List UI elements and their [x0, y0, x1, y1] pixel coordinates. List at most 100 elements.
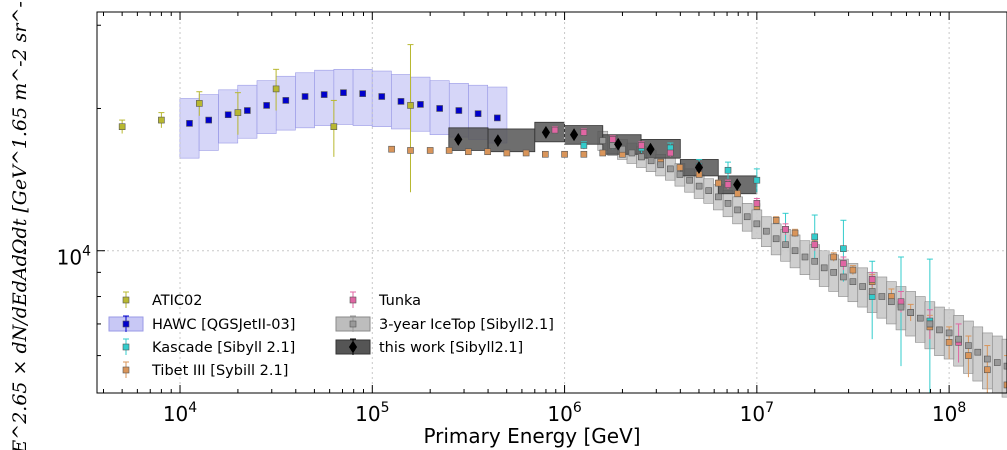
hawc-qgsjetii-03-band: [179, 98, 200, 159]
tunka-point: [782, 226, 789, 233]
tunka-point: [724, 181, 732, 188]
this-work-sibyll2-1-point: [694, 161, 704, 174]
3-year-icetop-sibyll2-1-point: [965, 342, 972, 349]
hawc-qgsjetii-03-band: [314, 69, 335, 126]
this-work-sibyll2-1-point: [733, 178, 742, 192]
hawc-qgsjetii-03-point: [340, 89, 347, 96]
3-year-icetop-sibyll2-1-point: [657, 161, 664, 169]
atic02-point: [407, 102, 414, 109]
3-year-icetop-sibyll2-1-point: [695, 182, 703, 190]
legend: ATIC02 HAWC [QGSJetII-03] Kascade [Sibyll …: [108, 291, 554, 379]
kascade-sibyll-2-1-legend-label: Kascade [Sibyll 2.1]: [152, 340, 295, 356]
tibet-iii-sybill-2-1-point: [965, 352, 972, 359]
3-year-icetop-sibyll2-1-point: [840, 273, 847, 281]
atic02-point: [330, 123, 338, 130]
this-work-sibyll2-1-legend-label: this work [Sibyll2.1]: [379, 340, 523, 356]
kascade-sibyll-2-1-point: [724, 166, 732, 174]
atic02-legend-label: ATIC02: [152, 293, 203, 309]
y-axis-label: E^2.65 × dN/dEdAdΩdt [GeV^1.65 m^-2 sr^-…: [9, 0, 31, 450]
tibet-iii-sybill-2-1-point: [484, 148, 491, 156]
tunka-point: [609, 136, 617, 143]
tibet-iii-sybill-2-1-legend-marker: [122, 366, 130, 374]
3-year-icetop-sibyll2-1-point: [859, 283, 866, 290]
tibet-iii-sybill-2-1-point: [388, 145, 395, 153]
tibet-iii-sybill-2-1-point: [426, 147, 434, 154]
tibet-iii-sybill-2-1-point: [445, 147, 453, 154]
3-year-icetop-sibyll2-1-point: [916, 314, 924, 322]
this-work-sibyll2-1-point: [646, 142, 655, 156]
hawc-qgsjetii-03-legend-marker: [122, 320, 130, 328]
hawc-qgsjetii-03-point: [474, 110, 482, 117]
x-tick-label: 106: [547, 400, 581, 426]
3-year-icetop-sibyll2-1-point: [676, 171, 684, 178]
3-year-icetop-sibyll2-1-point: [782, 241, 789, 248]
plot-frame: [96, 11, 1007, 394]
3-year-icetop-sibyll2-1-point: [907, 309, 914, 316]
3-year-icetop-sibyll2-1-point: [993, 359, 1001, 366]
tibet-iii-sybill-2-1-point: [465, 148, 472, 156]
tibet-iii-sybill-2-1-point: [849, 266, 857, 274]
tibet-iii-sybill-2-1-point: [772, 216, 780, 224]
this-work-sibyll2-1-point: [493, 134, 502, 148]
3-year-icetop-sibyll2-1-point: [715, 193, 722, 201]
this-work-sibyll2-1-point: [454, 132, 463, 146]
3-year-icetop-sibyll2-1-point: [772, 235, 780, 243]
y-tick-label: 104: [57, 244, 91, 270]
hawc-qgsjetii-03-band: [295, 72, 315, 129]
tibet-iii-sybill-2-1-point: [407, 147, 414, 154]
data-points: [118, 85, 1007, 389]
atic02-point: [158, 116, 165, 124]
this-work-sibyll2-1-point: [541, 125, 551, 139]
3-year-icetop-sibyll2-1-point: [753, 220, 761, 228]
kascade-sibyll-2-1-point: [753, 176, 761, 184]
tunka-point: [580, 129, 588, 136]
hawc-qgsjetii-03-point: [282, 97, 290, 104]
this-work-sibyll2-1-legend-marker: [348, 340, 358, 354]
tibet-iii-sybill-2-1-point: [734, 190, 741, 198]
3-year-icetop-sibyll2-1-point: [868, 288, 876, 295]
tibet-iii-sybill-2-1-point: [830, 253, 837, 261]
hawc-qgsjetii-03-point: [186, 120, 193, 127]
hawc-qgsjetii-03-point: [205, 116, 213, 124]
kascade-sibyll-2-1-point: [580, 142, 588, 149]
tibet-iii-sybill-2-1-point: [561, 150, 568, 158]
hawc-qgsjetii-03-band: [333, 69, 354, 125]
tibet-iii-sybill-2-1-point: [542, 150, 549, 158]
hawc-qgsjetii-03-point: [436, 105, 443, 112]
atic02-legend-marker: [122, 296, 130, 304]
tibet-iii-sybill-2-1-point: [580, 150, 588, 158]
tibet-iii-sybill-2-1-point: [715, 179, 722, 187]
3-year-icetop-sibyll2-1-point: [647, 157, 655, 165]
tunka-point: [811, 241, 819, 248]
3-year-icetop-sibyll2-1-point: [743, 213, 751, 221]
tunka-point: [840, 260, 847, 267]
3-year-icetop-sibyll2-1-point: [878, 293, 886, 300]
x-axis-label: Primary Energy [GeV]: [423, 424, 640, 448]
x-tick-label: 107: [740, 400, 774, 426]
atic02-point: [118, 123, 126, 130]
tibet-iii-sybill-2-1-point: [503, 149, 511, 157]
atic02-point: [234, 109, 242, 116]
3-year-icetop-sibyll2-1-point: [763, 227, 770, 235]
tibet-iii-sybill-2-1-point: [945, 339, 953, 346]
hawc-qgsjetii-03-point: [301, 93, 309, 100]
3-year-icetop-sibyll2-1-point: [830, 269, 837, 276]
3-year-icetop-sibyll2-1-point: [734, 206, 741, 214]
hawc-qgsjetii-03-point: [320, 91, 328, 98]
hawc-qgsjetii-03-point: [494, 114, 501, 122]
3-year-icetop-sibyll2-1-point: [945, 329, 953, 337]
hawc-qgsjetii-03-point: [455, 107, 463, 114]
hawc-qgsjetii-03-point: [417, 101, 424, 108]
axis-ticks: 104 105 106 107 108 104: [57, 12, 1007, 426]
3-year-icetop-sibyll2-1-point: [801, 253, 809, 261]
3-year-icetop-sibyll2-1-point: [667, 165, 674, 173]
tunka-legend-marker: [349, 296, 357, 304]
tunka-legend-label: Tunka: [378, 293, 421, 309]
tunka-point: [753, 199, 761, 207]
3-year-icetop-sibyll2-1-point: [791, 247, 799, 255]
3-year-icetop-sibyll2-1-point: [705, 187, 713, 194]
hawc-qgsjetii-03-point: [359, 90, 366, 97]
tunka-point: [868, 276, 876, 283]
3-year-icetop-sibyll2-1-point: [820, 264, 828, 272]
